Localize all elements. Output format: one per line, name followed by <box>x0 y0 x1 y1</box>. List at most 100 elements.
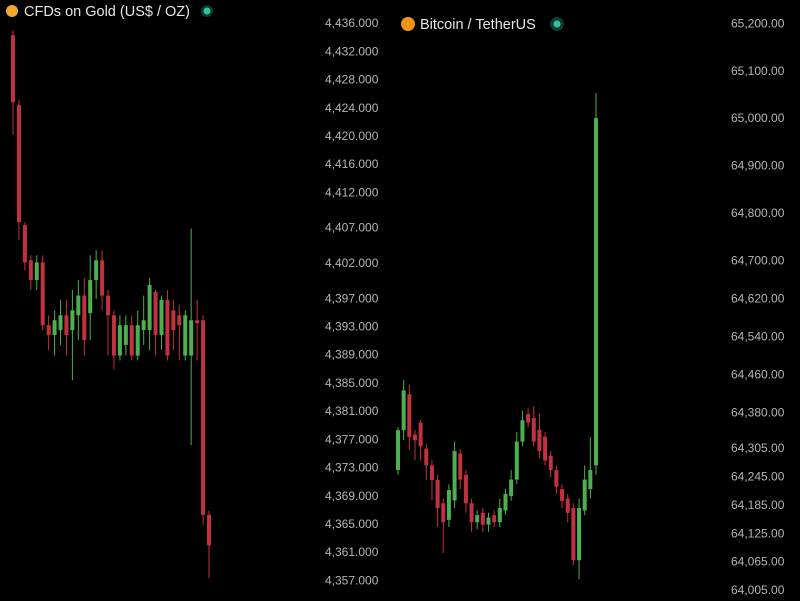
y-tick-label: 4,357.000 <box>325 573 379 587</box>
candle-body <box>520 420 525 442</box>
candle-body <box>480 512 485 525</box>
candle-body <box>588 470 593 490</box>
y-tick-label: 4,424.000 <box>325 101 379 115</box>
candle-body <box>129 325 134 356</box>
candle-body <box>469 503 474 523</box>
candle-body <box>70 310 75 331</box>
candle-body <box>537 429 542 452</box>
candle-body <box>492 515 497 523</box>
status-dot <box>203 7 211 15</box>
candle-body <box>441 503 446 523</box>
candle-body <box>446 490 451 520</box>
y-tick-label: 4,397.000 <box>325 291 379 305</box>
candle-body <box>141 320 146 331</box>
y-tick-label: 64,800.00 <box>731 206 785 220</box>
candle-body <box>153 292 158 336</box>
candle-body <box>46 325 51 336</box>
y-tick-label: 4,369.000 <box>325 489 379 503</box>
y-tick-label: 64,245.00 <box>731 469 785 483</box>
candle-body <box>165 299 170 356</box>
y-tick-label: 4,428.000 <box>325 73 379 87</box>
chart-title: Bitcoin / TetherUS <box>420 17 536 33</box>
y-tick-label: 64,005.00 <box>731 583 785 597</box>
y-tick-label: 4,402.000 <box>325 256 379 270</box>
candle-body <box>418 422 423 447</box>
candle-body <box>16 105 21 223</box>
candle-body <box>11 35 15 103</box>
y-tick-label: 4,432.000 <box>325 44 379 58</box>
candle-body <box>135 325 140 356</box>
candle-body <box>531 417 536 442</box>
y-tick-label: 4,361.000 <box>325 545 379 559</box>
y-tick-label: 4,416.000 <box>325 157 379 171</box>
candle-body <box>582 479 587 511</box>
candle-body <box>435 480 440 509</box>
y-tick-label: 64,700.00 <box>731 254 785 268</box>
y-tick-label: 65,100.00 <box>731 64 785 78</box>
candle-body <box>189 320 194 356</box>
y-tick-label: 64,185.00 <box>731 498 785 512</box>
candle-body <box>117 325 122 356</box>
candle-body <box>64 315 69 336</box>
candle-body <box>207 514 211 546</box>
candle-body <box>201 320 206 515</box>
y-tick-label: 64,620.00 <box>731 291 785 305</box>
candle-body <box>76 295 81 316</box>
candle-body <box>424 448 429 466</box>
candle-body <box>543 436 548 461</box>
candle-body <box>571 508 576 561</box>
candle-body <box>497 508 502 523</box>
candle-body <box>52 320 57 336</box>
y-tick-label: 64,125.00 <box>731 526 785 540</box>
candle-body <box>565 498 570 513</box>
candle-body <box>486 517 491 525</box>
candle-body <box>594 118 598 466</box>
bitcoin-icon <box>401 17 415 31</box>
candle-body <box>111 315 116 356</box>
candle-body <box>82 295 87 341</box>
candle-body <box>195 320 200 324</box>
candle-body <box>171 310 176 331</box>
candle-body <box>514 441 519 480</box>
candle-body <box>183 315 188 356</box>
candle-body <box>123 325 128 345</box>
candle-body <box>22 225 27 263</box>
y-tick-label: 4,365.000 <box>325 517 379 531</box>
candle-body <box>475 515 480 523</box>
candle-body <box>407 394 412 437</box>
y-tick-label: 64,305.00 <box>731 441 785 455</box>
y-tick-label: 64,380.00 <box>731 405 785 419</box>
candle-body <box>412 434 417 441</box>
candle-body <box>159 299 164 336</box>
candle-body <box>554 470 559 487</box>
candle-body <box>560 489 565 501</box>
candle-body <box>177 315 182 326</box>
candle-body <box>58 315 63 331</box>
y-tick-label: 4,407.000 <box>325 221 379 235</box>
candle-body <box>147 284 152 331</box>
y-tick-label: 64,900.00 <box>731 159 785 173</box>
candle-body <box>100 260 105 296</box>
y-tick-label: 4,381.000 <box>325 404 379 418</box>
candle-body <box>106 295 111 316</box>
y-tick-label: 64,460.00 <box>731 367 785 381</box>
candle-body <box>509 479 514 497</box>
candle-body <box>28 260 33 281</box>
candle-body <box>40 262 45 326</box>
y-tick-label: 4,377.000 <box>325 432 379 446</box>
y-tick-label: 4,436.000 <box>325 16 379 30</box>
candle-body <box>503 493 508 511</box>
candle-body <box>458 453 463 480</box>
candle-body <box>577 508 582 561</box>
candle-body <box>88 280 93 314</box>
y-tick-label: 4,420.000 <box>325 129 379 143</box>
candle-body <box>401 390 406 431</box>
y-tick-label: 4,385.000 <box>325 376 379 390</box>
y-tick-label: 4,393.000 <box>325 319 379 333</box>
y-tick-label: 64,065.00 <box>731 555 785 569</box>
y-tick-label: 65,200.00 <box>731 16 785 30</box>
y-tick-label: 4,389.000 <box>325 348 379 362</box>
